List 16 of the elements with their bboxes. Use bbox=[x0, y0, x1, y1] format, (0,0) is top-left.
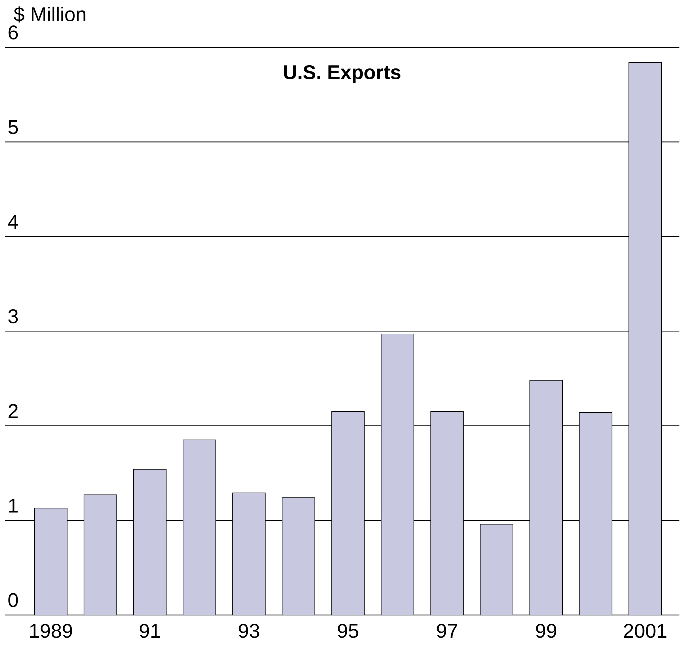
x-tick-label: 97 bbox=[437, 624, 458, 638]
y-tick-label: 4 bbox=[8, 215, 18, 229]
y-tick-label: 5 bbox=[8, 120, 18, 134]
y-tick-label: 3 bbox=[8, 309, 18, 324]
y-tick-label: 0 bbox=[8, 593, 18, 608]
y-tick-label: 2 bbox=[8, 404, 18, 418]
x-tick-label: 1989 bbox=[30, 624, 72, 638]
x-tick-label: 95 bbox=[338, 624, 358, 638]
x-tick-label: 91 bbox=[140, 624, 160, 638]
x-tick-label: 99 bbox=[536, 624, 556, 638]
x-tick-label: 2001 bbox=[624, 624, 667, 638]
y-axis-title: $ Million bbox=[14, 6, 86, 23]
text: U.S. Exports bbox=[284, 65, 401, 84]
y-tick-label: 1 bbox=[9, 498, 18, 513]
y-tick-label: 6 bbox=[8, 26, 18, 40]
x-tick-label: 93 bbox=[239, 624, 260, 638]
